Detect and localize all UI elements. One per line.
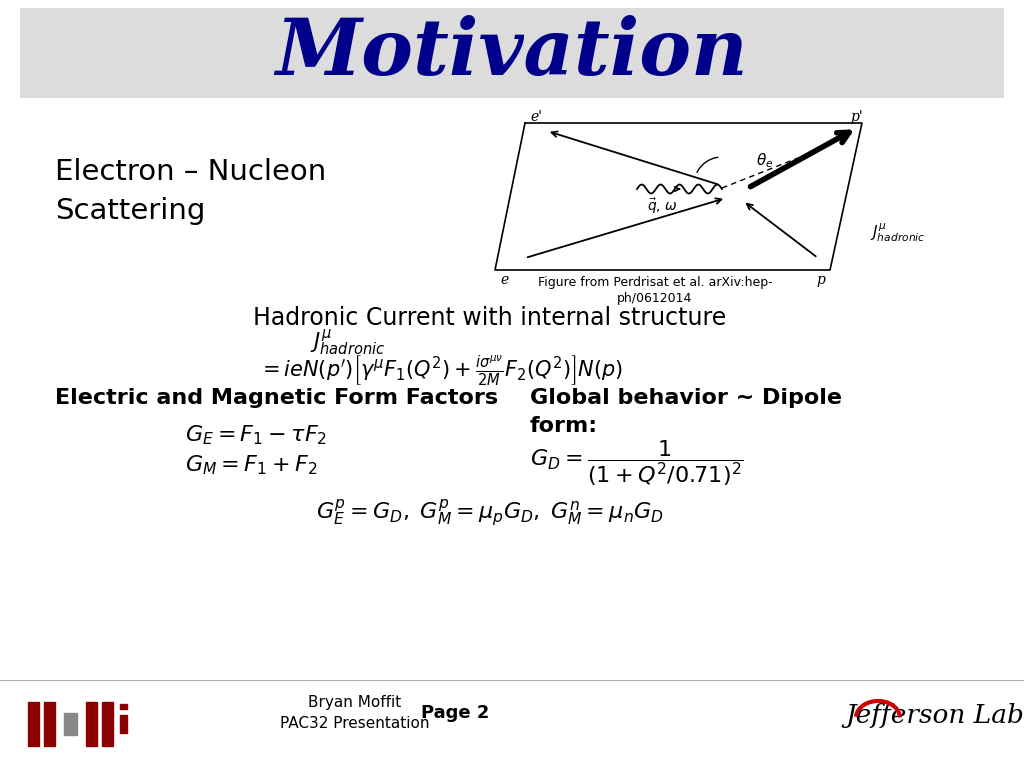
Text: Hadronic Current with internal structure: Hadronic Current with internal structure bbox=[253, 306, 727, 330]
Text: $G_E = F_1 - \tau F_2$: $G_E = F_1 - \tau F_2$ bbox=[185, 423, 327, 447]
Text: $J^{\mu}_{hadronic}$: $J^{\mu}_{hadronic}$ bbox=[310, 328, 385, 358]
Text: Electric and Magnetic Form Factors: Electric and Magnetic Form Factors bbox=[55, 388, 498, 408]
Bar bbox=[120, 715, 127, 733]
Text: Bryan Moffit
PAC32 Presentation: Bryan Moffit PAC32 Presentation bbox=[281, 695, 430, 731]
Text: Figure from Perdrisat et al. arXiv:hep-
ph/0612014: Figure from Perdrisat et al. arXiv:hep- … bbox=[538, 276, 772, 305]
Text: $= ieN(p^\prime)\left[\gamma^{\mu}F_1(Q^2) + \frac{i\sigma^{\mu\nu}}{2M}F_2(Q^2): $= ieN(p^\prime)\left[\gamma^{\mu}F_1(Q^… bbox=[258, 353, 623, 387]
Text: $\theta_e$: $\theta_e$ bbox=[756, 151, 773, 170]
Text: $\vec{q}$, $\omega$: $\vec{q}$, $\omega$ bbox=[647, 197, 678, 216]
Bar bbox=[102, 702, 113, 746]
Text: Motivation: Motivation bbox=[275, 15, 749, 91]
Text: e': e' bbox=[530, 110, 542, 124]
Text: Jefferson Lab: Jefferson Lab bbox=[846, 703, 1024, 729]
Text: Page 2: Page 2 bbox=[421, 704, 489, 722]
Bar bbox=[86, 702, 97, 746]
Text: $J^{\mu}_{hadronic}$: $J^{\mu}_{hadronic}$ bbox=[870, 222, 926, 244]
Bar bbox=[44, 702, 55, 746]
Bar bbox=[63, 713, 77, 735]
Text: e: e bbox=[500, 273, 508, 287]
Text: $G_M = F_1 + F_2$: $G_M = F_1 + F_2$ bbox=[185, 453, 317, 477]
Text: $G_D = \dfrac{1}{(1 + Q^2/0.71)^2}$: $G_D = \dfrac{1}{(1 + Q^2/0.71)^2}$ bbox=[530, 438, 743, 488]
Bar bbox=[28, 702, 39, 746]
Text: Electron – Nucleon
Scattering: Electron – Nucleon Scattering bbox=[55, 158, 327, 225]
Bar bbox=[120, 704, 127, 709]
Text: p': p' bbox=[850, 110, 863, 124]
Text: p: p bbox=[816, 273, 825, 287]
Text: Global behavior ~ Dipole
form:: Global behavior ~ Dipole form: bbox=[530, 388, 842, 436]
Text: $G^p_E = G_D,\;G^p_M = \mu_p G_D,\;G^n_M = \mu_n G_D$: $G^p_E = G_D,\;G^p_M = \mu_p G_D,\;G^n_M… bbox=[316, 498, 664, 529]
Bar bbox=[20, 8, 1004, 98]
